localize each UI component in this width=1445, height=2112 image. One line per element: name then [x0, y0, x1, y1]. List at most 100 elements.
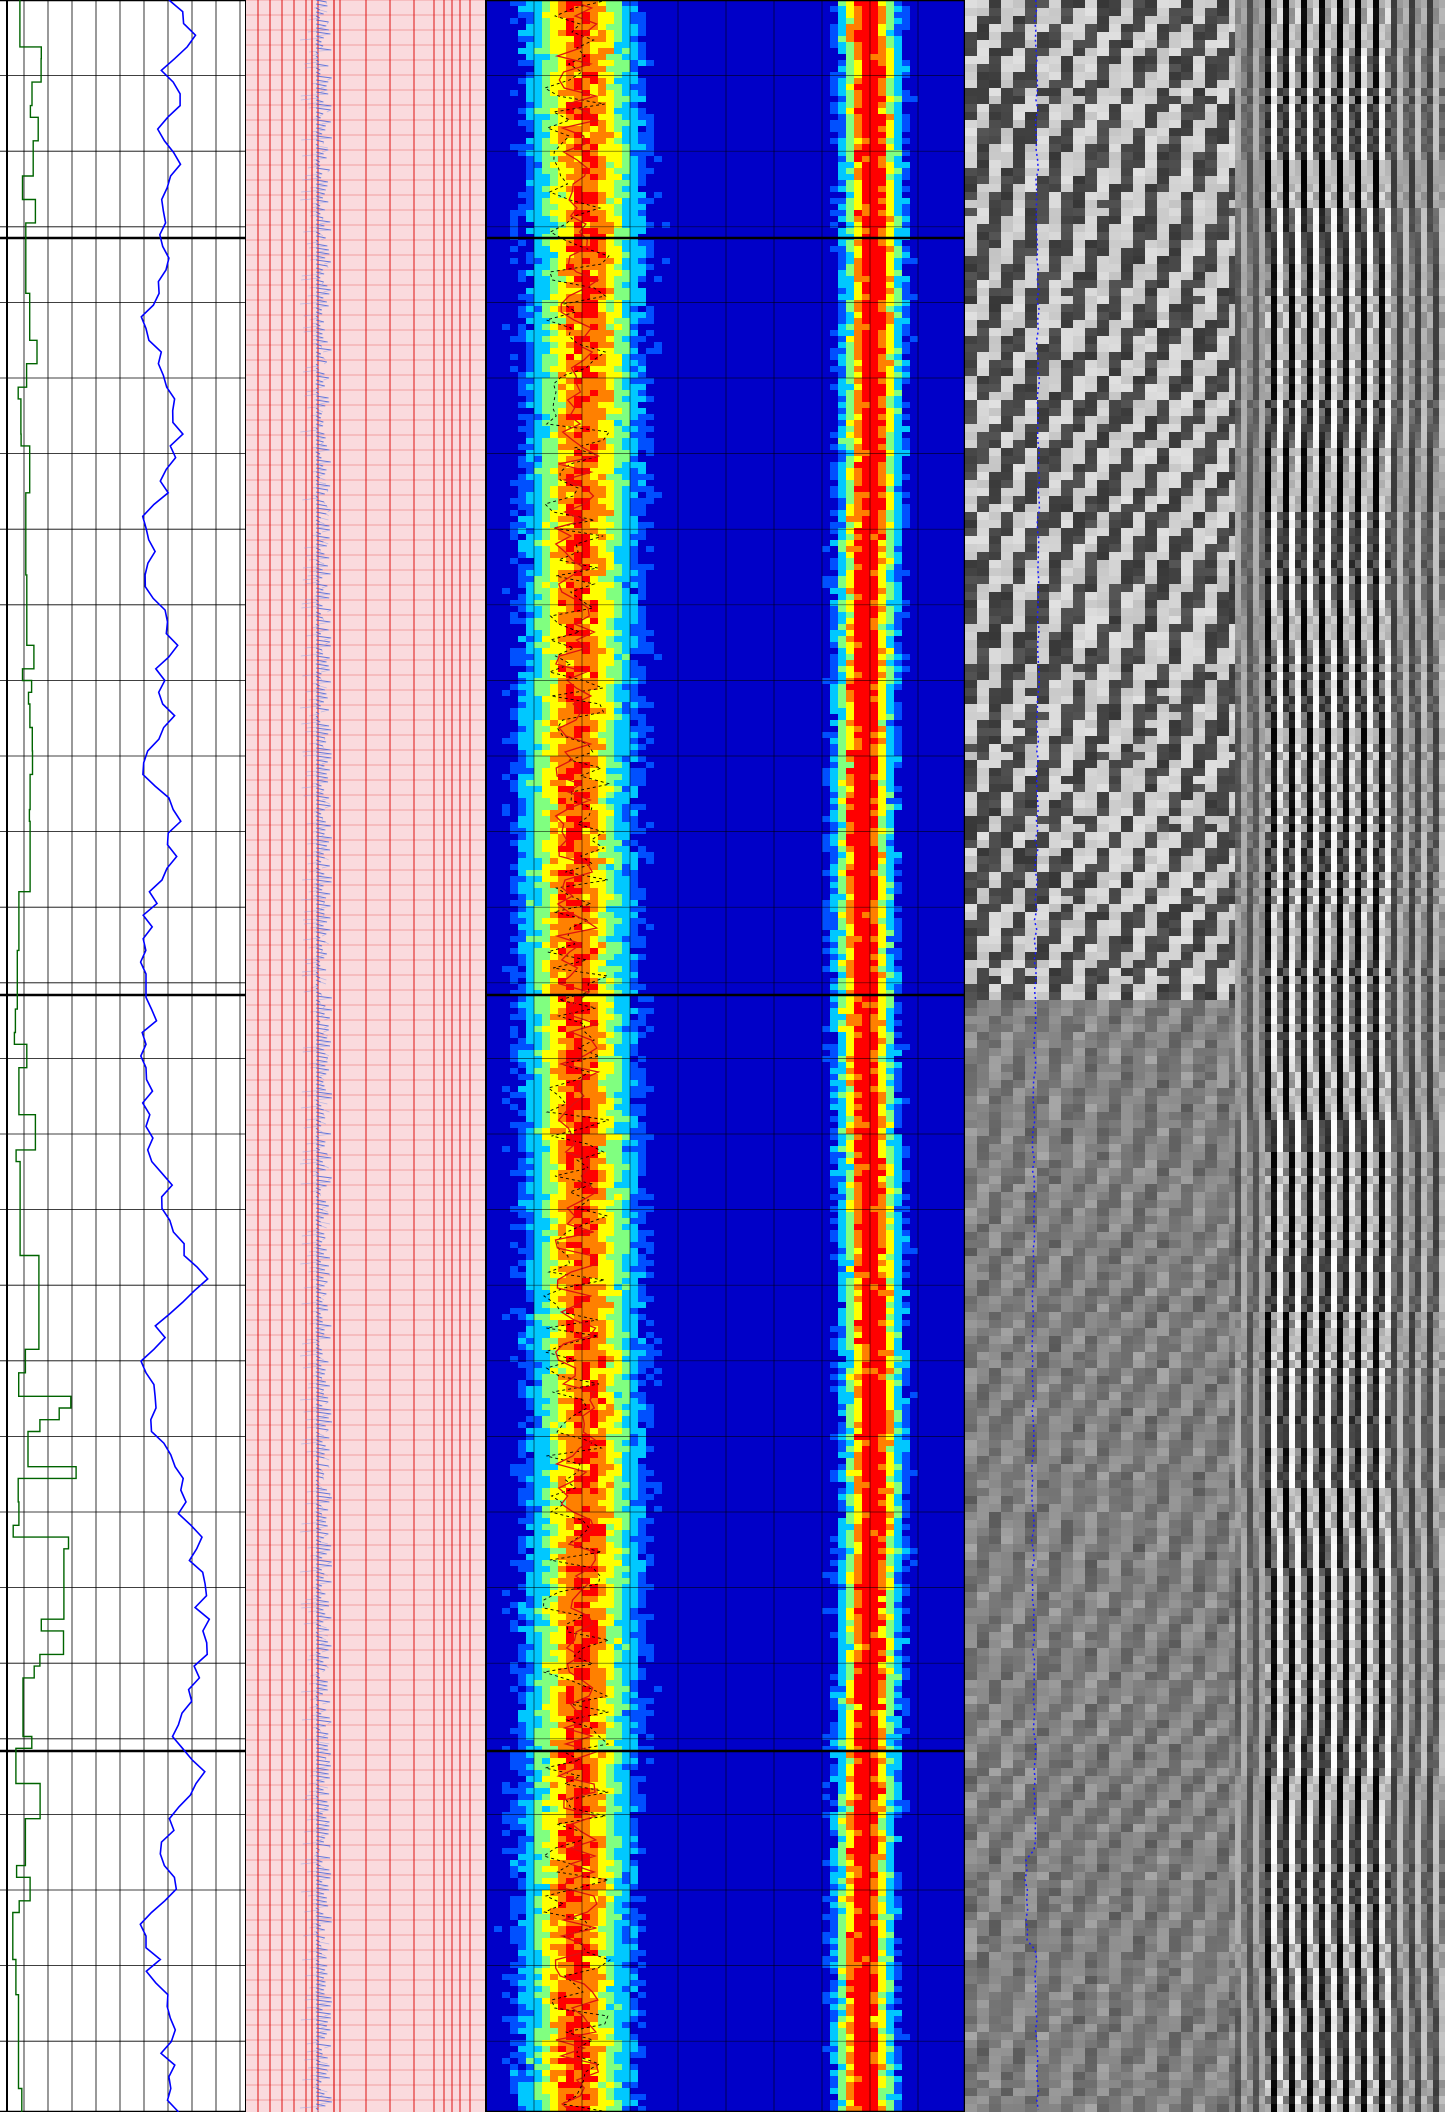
heatmap-cell [830, 6, 838, 12]
waveform-trace [315, 1335, 331, 1339]
heatmap-cell [566, 846, 574, 852]
heatmap-cell [598, 456, 606, 462]
heatmap-cell [846, 738, 854, 744]
heatmap-cell [590, 246, 598, 252]
heatmap-cell [870, 768, 878, 774]
heatmap-cell [558, 744, 566, 750]
waveform-trace [324, 1533, 329, 1537]
heatmap-cell [606, 660, 614, 666]
heatmap-cell [566, 714, 574, 720]
heatmap-cell [526, 522, 534, 528]
waveform-trace [315, 559, 320, 563]
waveform-trace [307, 861, 322, 865]
heatmap-cell [534, 240, 542, 246]
waveform-trace [315, 1163, 325, 1167]
heatmap-cell [582, 54, 590, 60]
heatmap-cell [558, 18, 566, 24]
heatmap-cell [598, 312, 606, 318]
heatmap-cell [862, 882, 870, 888]
waveform-trace [315, 623, 320, 627]
heatmap-cell [854, 852, 862, 858]
heatmap-cell [534, 414, 542, 420]
heatmap-cell [614, 756, 622, 762]
heatmap-cell [622, 582, 630, 588]
heatmap-cell [526, 336, 534, 342]
heatmap-cell [622, 726, 630, 732]
heatmap-cell [550, 96, 558, 102]
heatmap-cell [614, 804, 622, 810]
heatmap-cell [638, 480, 646, 486]
heatmap-cell [582, 432, 590, 438]
heatmap-cell [550, 834, 558, 840]
heatmap-cell [838, 732, 846, 738]
waveform-trace [312, 781, 329, 785]
heatmap-cell [862, 318, 870, 324]
heatmap-cell [622, 738, 630, 744]
heatmap-cell [854, 810, 862, 816]
heatmap-cell [830, 510, 838, 516]
heatmap-cell [846, 690, 854, 696]
waveform-trace [315, 1463, 329, 1467]
heatmap-cell [590, 408, 598, 414]
heatmap-cell [886, 738, 894, 744]
heatmap-cell [838, 534, 846, 540]
heatmap-cell [894, 312, 902, 318]
heatmap-cell [622, 306, 630, 312]
waveform-trace [320, 977, 327, 981]
waveform-trace [315, 1755, 327, 1759]
heatmap-cell [606, 696, 614, 702]
heatmap-cell [582, 420, 590, 426]
heatmap-cell [854, 240, 862, 246]
heatmap-cell [638, 570, 646, 576]
heatmap-cell [590, 552, 598, 558]
heatmap-cell [894, 228, 902, 234]
heatmap-cell [606, 30, 614, 36]
heatmap-cell [550, 846, 558, 852]
heatmap-cell [606, 726, 614, 732]
heatmap-cell [870, 456, 878, 462]
heatmap-cell [870, 168, 878, 174]
waveform-trace [301, 1605, 329, 1609]
heatmap-cell [846, 804, 854, 810]
waveform-trace [315, 223, 325, 227]
heatmap-cell [878, 168, 886, 174]
waveform-trace [315, 1643, 332, 1647]
waveform-trace [311, 81, 329, 85]
heatmap-cell [598, 702, 606, 708]
heatmap-cell [606, 786, 614, 792]
heatmap-cell [550, 282, 558, 288]
heatmap-cell [822, 834, 830, 840]
heatmap-cell [518, 738, 526, 744]
waveform-trace [324, 1281, 328, 1285]
heatmap-cell [526, 174, 534, 180]
heatmap-cell [854, 702, 862, 708]
heatmap-cell [550, 462, 558, 468]
heatmap-cell [870, 822, 878, 828]
heatmap-cell [534, 492, 542, 498]
heatmap-cell [614, 768, 622, 774]
heatmap-cell [574, 612, 582, 618]
waveform-trace [323, 1109, 330, 1113]
heatmap-cell [558, 504, 566, 510]
heatmap-cell [630, 456, 638, 462]
heatmap-cell [566, 606, 574, 612]
heatmap-cell [630, 630, 638, 636]
heatmap-cell [878, 252, 886, 258]
heatmap-cell [838, 678, 846, 684]
heatmap-cell [590, 720, 598, 726]
heatmap-cell [614, 78, 622, 84]
heatmap-cell [870, 726, 878, 732]
heatmap-cell [598, 672, 606, 678]
heatmap-cell [622, 648, 630, 654]
heatmap-cell [878, 594, 886, 600]
heatmap-cell [646, 426, 654, 432]
heatmap-cell [598, 822, 606, 828]
heatmap-cell [550, 822, 558, 828]
heatmap-cell [606, 18, 614, 24]
heatmap-cell [830, 672, 838, 678]
waveform-trace [307, 165, 321, 169]
waveform-trace [315, 907, 325, 911]
heatmap-cell [894, 354, 902, 360]
heatmap-cell [606, 888, 614, 894]
heatmap-cell [590, 756, 598, 762]
